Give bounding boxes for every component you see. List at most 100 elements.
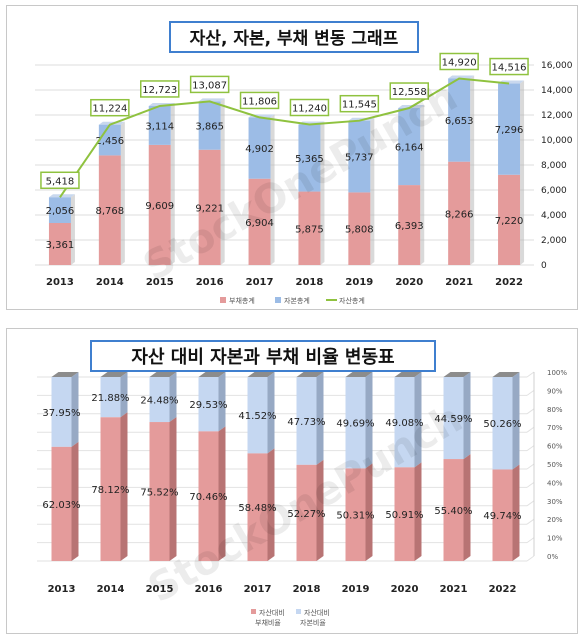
- total-assets-label-box: [189, 75, 230, 94]
- total-assets-label-box: [489, 57, 529, 76]
- total-assets-value-label: 11,545: [342, 100, 377, 111]
- bar-side-equity: [316, 372, 324, 465]
- legend-swatch: [251, 609, 256, 614]
- bar-equity: [148, 105, 171, 145]
- x-tick-label: 2016: [196, 277, 224, 288]
- bar-side: [70, 194, 75, 265]
- bar-debt-ratio: [443, 459, 464, 561]
- x-tick-label: 2017: [246, 277, 274, 288]
- x-tick-label: 2013: [46, 277, 74, 288]
- gridline-depth: [526, 371, 535, 378]
- bar-liabilities: [148, 144, 171, 265]
- bar-debt-ratio: [149, 422, 170, 561]
- debt-ratio-label: 52.27%: [287, 509, 325, 520]
- x-tick-label: 2015: [146, 277, 174, 288]
- liabilities-value-label: 5,875: [295, 224, 324, 235]
- total-assets-label-box: [140, 80, 180, 98]
- equity-ratio-label: 50.26%: [483, 419, 521, 430]
- equity-value-label: 3,865: [195, 122, 224, 133]
- bar-side: [370, 117, 375, 265]
- bar-liabilities: [298, 191, 321, 265]
- debt-ratio-label: 55.40%: [434, 506, 472, 517]
- debt-ratio-label: 78.12%: [91, 485, 129, 496]
- equity-value-label: 5,365: [295, 154, 324, 165]
- y-tick-label: 100%: [547, 369, 567, 377]
- bar-top: [492, 372, 520, 377]
- y-tick-label: 20%: [547, 516, 563, 524]
- bar-side-debt: [267, 448, 275, 561]
- liabilities-value-label: 3,361: [46, 240, 75, 251]
- legend-label-line1: 자산대비: [259, 608, 285, 617]
- bar-side-debt: [414, 462, 422, 561]
- ratio-chart: 자산 대비 자본과 부채 비율 변동표 0% 10% 20% 30% 40% 50% 60% 7…: [37, 340, 567, 627]
- gridline-depth: [526, 518, 535, 525]
- y-tick-label: 6,000: [541, 186, 567, 196]
- bar-side-equity: [414, 372, 422, 468]
- bar-top: [100, 372, 128, 377]
- bar-equity-ratio: [247, 377, 268, 454]
- x-tick-label: 2015: [146, 584, 174, 595]
- x-tick-label: 2013: [48, 584, 76, 595]
- bar-debt-ratio: [492, 469, 513, 561]
- bar-equity: [248, 117, 271, 179]
- bar-top: [149, 372, 177, 377]
- bar-top: [51, 372, 79, 377]
- series-line-total-assets: [59, 77, 510, 198]
- bar-side: [470, 75, 475, 265]
- legend-label: 자본총계: [284, 296, 310, 305]
- liabilities-value-label: 6,904: [245, 218, 274, 229]
- bar-equity-ratio: [492, 377, 513, 470]
- bar-equity: [348, 120, 371, 193]
- bar-side-equity: [512, 372, 520, 470]
- bar-side-debt: [512, 464, 520, 561]
- x-tick-label: 2020: [391, 584, 419, 595]
- chart-title-box: [90, 340, 436, 372]
- liabilities-value-label: 6,393: [395, 221, 424, 232]
- bar-side: [520, 80, 525, 265]
- bar-side: [220, 98, 225, 265]
- gridline-depth: [526, 389, 535, 396]
- bar-side-debt: [71, 441, 79, 561]
- y-tick-label: 12,000: [541, 111, 573, 121]
- y-tick-label: 0: [541, 261, 547, 271]
- bar-debt-ratio: [345, 468, 366, 561]
- total-assets-value-label: 12,558: [392, 87, 427, 98]
- bar-liabilities: [348, 192, 371, 265]
- y-tick-label: 0%: [547, 553, 558, 561]
- total-assets-label-box: [389, 82, 429, 100]
- bar-debt-ratio: [198, 431, 219, 561]
- bar-equity-ratio: [149, 377, 170, 423]
- y-tick-label: 10%: [547, 535, 563, 543]
- gridline-depth: [526, 555, 535, 562]
- bar-side: [120, 121, 125, 265]
- equity-value-label: 4,902: [245, 144, 274, 155]
- bar-side-equity: [267, 372, 275, 454]
- equity-ratio-label: 47.73%: [287, 417, 325, 428]
- x-tick-label: 2016: [195, 584, 223, 595]
- total-assets-value-label: 5,418: [46, 176, 75, 187]
- equity-ratio-label: 41.52%: [238, 411, 276, 422]
- gridline-depth: [526, 500, 535, 507]
- equity-ratio-label: 49.69%: [336, 419, 374, 430]
- bar-equity-ratio: [394, 377, 415, 468]
- bar-side-debt: [463, 454, 471, 561]
- bar-liabilities: [498, 174, 521, 265]
- ratio-chart-panel: 자산 대비 자본과 부채 비율 변동표 0% 10% 20% 30% 40% 50% 60% 7…: [6, 328, 578, 634]
- bar-equity: [48, 197, 71, 223]
- y-tick-label: 70%: [547, 424, 563, 432]
- bar-equity: [498, 83, 521, 175]
- bar-liabilities: [398, 185, 421, 265]
- debt-ratio-label: 70.46%: [189, 492, 227, 503]
- legend-swatch: [220, 297, 226, 303]
- x-tick-label: 2019: [342, 584, 370, 595]
- gridline-depth: [526, 463, 535, 470]
- debt-ratio-label: 50.91%: [385, 510, 423, 521]
- bar-side: [270, 114, 275, 265]
- equity-value-label: 2,456: [96, 136, 125, 147]
- equity-ratio-label: 44.59%: [434, 414, 472, 425]
- bar-side-debt: [120, 412, 128, 561]
- equity-value-label: 7,296: [495, 125, 524, 136]
- total-assets-value-label: 11,224: [92, 104, 127, 115]
- y-tick-label: 60%: [547, 443, 563, 451]
- gridline-depth: [526, 445, 535, 452]
